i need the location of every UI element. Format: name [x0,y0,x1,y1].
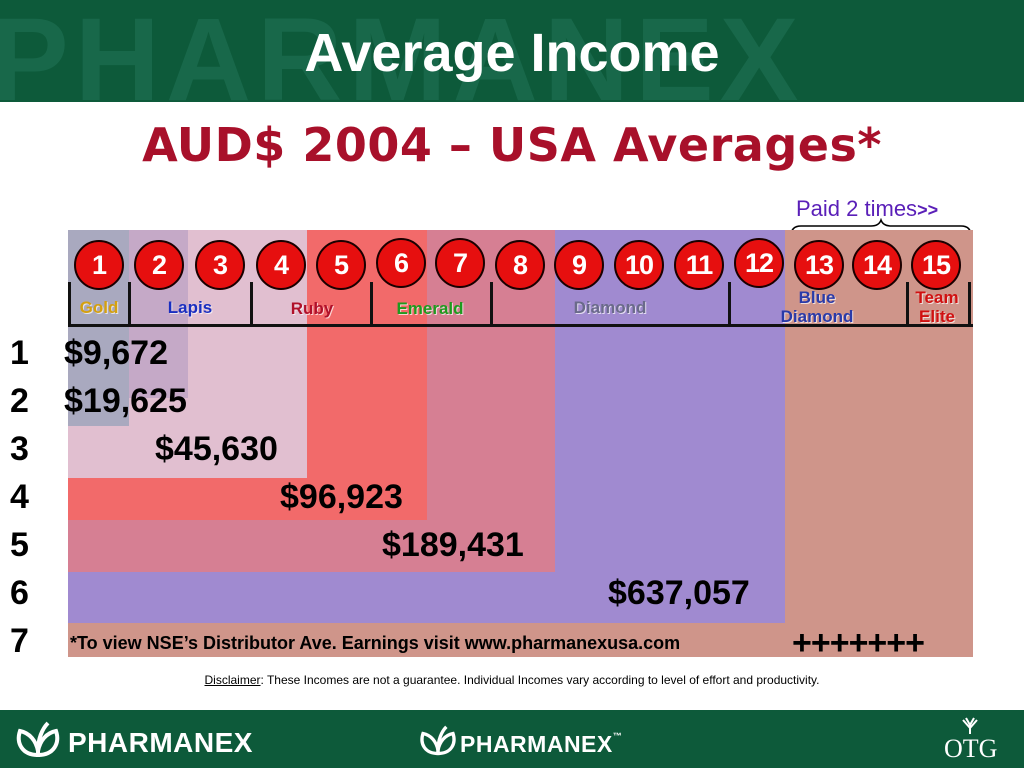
rank-team-elite-line2: Elite [919,307,955,326]
page-title: Average Income [304,23,720,83]
footer-logo-left: PHARMANEX [68,727,253,758]
curly-brace-icon [790,218,972,237]
footer-logo-center: PHARMANEX™ [460,731,622,758]
income-amount-5: $189,431 [382,526,524,564]
rank-baseline [68,324,973,327]
rank-blue-diamond-line2: Diamond [780,307,854,326]
plus-marks: +++++++ [792,624,925,662]
level-circle-9: 9 [554,240,604,290]
income-amount-4: $96,923 [280,478,403,516]
row-number-1: 1 [10,334,29,372]
income-amount-2: $19,625 [64,382,187,420]
rank-blue-diamond-line1: Blue [798,288,836,307]
pharmanex-leaf-logo-icon [16,721,60,758]
disclaimer-text: : These Incomes are not a guarantee. Ind… [260,673,820,687]
level-circle-4: 4 [256,240,306,290]
pharmanex-leaf-logo-icon [420,725,456,756]
rank-divider [490,282,493,324]
rank-divider [370,282,373,324]
level-circle-11: 11 [674,240,724,290]
footer-logo-center-text: PHARMANEX [460,731,613,757]
row-number-2: 2 [10,382,29,420]
rank-team-elite: Team Elite [906,288,968,326]
rank-diamond: Diamond [573,298,647,317]
paid-twice-arrows: >> [917,200,939,220]
level-circle-12: 12 [734,238,784,288]
rank-divider [250,282,253,324]
level-circle-14: 14 [852,240,902,290]
level-circle-2: 2 [134,240,184,290]
row-number-3: 3 [10,430,29,468]
rank-divider [128,282,131,324]
level-circle-15: 15 [911,240,961,290]
rank-emerald: Emerald [396,299,464,318]
income-amount-6: $637,057 [608,574,750,612]
disclaimer-label: Disclaimer [204,673,261,687]
level-circle-6: 6 [376,238,426,288]
rank-gold: Gold [79,298,119,317]
rank-divider [68,282,71,324]
trademark-symbol: ™ [612,731,623,741]
level-circle-5: 5 [316,240,366,290]
rank-lapis: Lapis [167,298,213,317]
row-number-7: 7 [10,622,29,660]
rank-divider [968,282,971,324]
level-circle-8: 8 [495,240,545,290]
paid-twice-note: Paid 2 times>> [796,196,938,222]
paid-twice-text: Paid 2 times [796,196,918,221]
rank-team-elite-line1: Team [915,288,959,307]
rank-blue-diamond: Blue Diamond [760,288,874,326]
page-subtitle: AUD$ 2004 – USA Averages* [142,118,882,172]
rank-divider [906,282,909,324]
otg-logo-icon [962,717,978,734]
level-circle-10: 10 [614,240,664,290]
footnote: *To view NSE’s Distributor Ave. Earnings… [70,633,681,653]
income-amount-1: $9,672 [64,334,168,372]
row-number-4: 4 [10,478,29,516]
disclaimer: Disclaimer: These Incomes are not a guar… [0,673,1024,687]
level-circle-1: 1 [74,240,124,290]
header-bar: PHARMANEX Average Income [0,0,1024,102]
row-number-6: 6 [10,574,29,612]
blue-diamond-band [785,230,973,657]
rank-ruby: Ruby [290,299,334,318]
footer-logo-right: OTG [944,734,998,763]
level-circle-3: 3 [195,240,245,290]
row-number-5: 5 [10,526,29,564]
level-circle-7: 7 [435,238,485,288]
rank-divider [728,282,731,324]
income-amount-3: $45,630 [155,430,278,468]
header-watermark: PHARMANEX [0,0,805,102]
footnote-band [68,623,785,657]
level-circle-13: 13 [794,240,844,290]
footer-bar [0,710,1024,768]
